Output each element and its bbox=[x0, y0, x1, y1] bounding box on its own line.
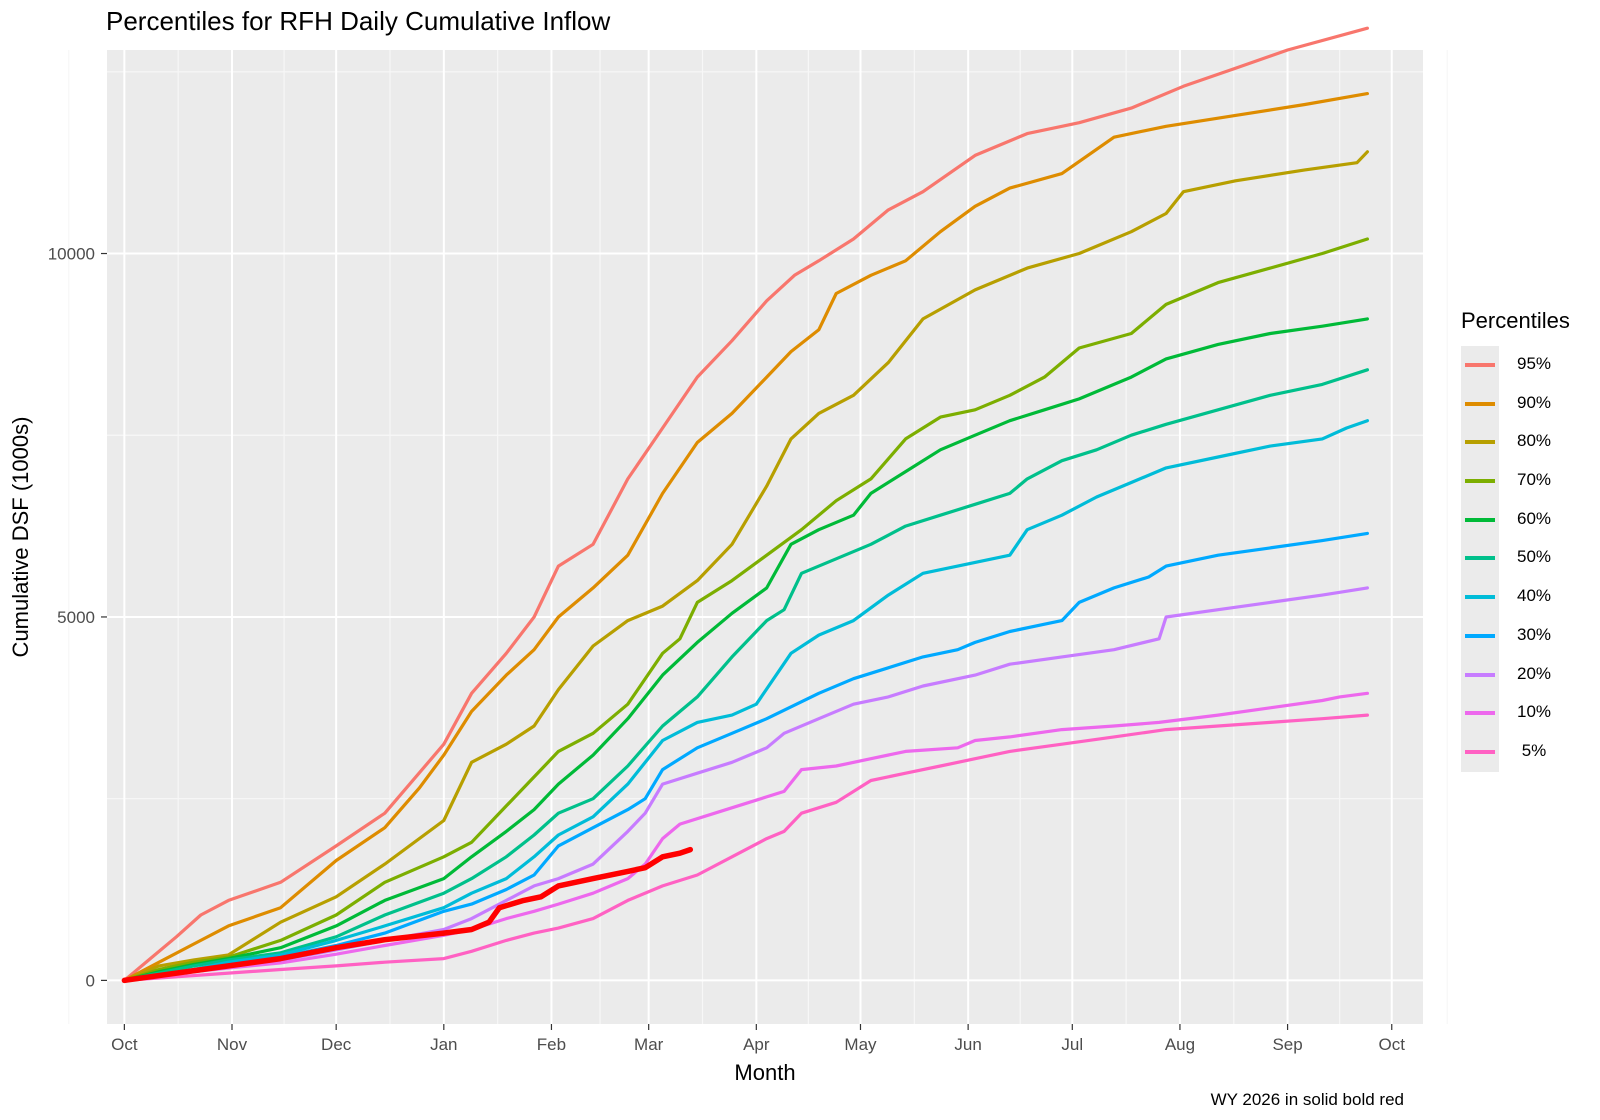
legend-label: 80% bbox=[1517, 431, 1552, 451]
x-tick-label: Jul bbox=[1061, 1035, 1083, 1054]
legend-label: 70% bbox=[1517, 470, 1552, 490]
x-axis: Oct Nov Dec Jan Feb Mar Apr May Jun Jul Aug Sep Oct bbox=[111, 1024, 1405, 1054]
legend-key-swatch bbox=[1465, 479, 1495, 484]
legend-item: 70% bbox=[1461, 462, 1551, 501]
series-line-70pct bbox=[122, 237, 1369, 982]
legend: Percentiles 95% 90% 80% 70% 60% 50% 40% 30% 20% 1… bbox=[1461, 308, 1570, 772]
legend-label: 5% bbox=[1517, 740, 1547, 760]
x-tick-label: Feb bbox=[537, 1035, 566, 1054]
legend-key-swatch bbox=[1465, 749, 1495, 754]
legend-item: 20% bbox=[1461, 656, 1551, 695]
series-line-95pct bbox=[122, 26, 1369, 982]
legend-key-swatch bbox=[1465, 363, 1495, 367]
legend-key-swatch bbox=[1465, 401, 1495, 406]
series-line-50pct bbox=[122, 368, 1369, 982]
x-tick-label: Dec bbox=[321, 1035, 352, 1054]
legend-item: 80% bbox=[1461, 423, 1551, 462]
y-axis: 0 5000 10000 bbox=[48, 245, 107, 990]
y-tick-label: 0 bbox=[86, 971, 95, 990]
legend-item: 95% bbox=[1461, 346, 1551, 385]
series-line-30pct bbox=[122, 531, 1369, 982]
y-tick-label: 10000 bbox=[48, 245, 95, 264]
legend-key-swatch bbox=[1465, 672, 1495, 677]
legend-key-swatch bbox=[1465, 595, 1495, 600]
y-axis-label: Cumulative DSF (1000s) bbox=[8, 417, 33, 658]
legend-item: 5% bbox=[1461, 733, 1546, 772]
legend-label: 50% bbox=[1517, 547, 1552, 567]
series-lines bbox=[121, 26, 1369, 984]
legend-key-swatch bbox=[1465, 440, 1495, 445]
x-axis-label: Month bbox=[734, 1060, 795, 1085]
x-tick-label: Sep bbox=[1272, 1035, 1302, 1054]
legend-item: 60% bbox=[1461, 501, 1551, 540]
series-line-80pct bbox=[122, 150, 1369, 982]
plot-panel bbox=[107, 50, 1423, 1024]
legend-key-swatch bbox=[1465, 517, 1495, 522]
x-tick-label: Jun bbox=[954, 1035, 981, 1054]
chart-title: Percentiles for RFH Daily Cumulative Inf… bbox=[106, 6, 611, 36]
x-tick-label: Aug bbox=[1165, 1035, 1195, 1054]
legend-label: 60% bbox=[1517, 508, 1552, 528]
legend-keys: 95% 90% 80% 70% 60% 50% 40% 30% 20% 10% 5% bbox=[1461, 346, 1551, 772]
x-tick-label: May bbox=[844, 1035, 877, 1054]
legend-label: 30% bbox=[1517, 624, 1552, 644]
chart-caption: WY 2026 in solid bold red bbox=[1210, 1090, 1404, 1109]
series-line-40pct bbox=[122, 419, 1369, 982]
legend-item: 90% bbox=[1461, 385, 1551, 424]
y-tick-label: 5000 bbox=[57, 608, 95, 627]
legend-key-swatch bbox=[1465, 556, 1495, 561]
x-tick-label: Mar bbox=[634, 1035, 664, 1054]
x-tick-label: Nov bbox=[217, 1035, 248, 1054]
legend-item: 40% bbox=[1461, 578, 1551, 617]
legend-label: 95% bbox=[1517, 354, 1552, 373]
legend-label: 20% bbox=[1517, 663, 1552, 683]
legend-label: 40% bbox=[1517, 586, 1552, 606]
legend-key-swatch bbox=[1465, 711, 1495, 716]
series-line-60pct bbox=[122, 317, 1369, 982]
legend-item: 50% bbox=[1461, 539, 1551, 578]
x-tick-label: Oct bbox=[111, 1035, 138, 1054]
legend-item: 30% bbox=[1461, 617, 1551, 656]
series-line-5pct bbox=[122, 713, 1369, 982]
series-line-90pct bbox=[122, 92, 1369, 982]
legend-label: 10% bbox=[1517, 702, 1552, 722]
series-line-10pct bbox=[122, 691, 1369, 982]
legend-label: 90% bbox=[1517, 392, 1552, 412]
x-tick-label: Oct bbox=[1379, 1035, 1406, 1054]
series-line-wy-2026 bbox=[121, 846, 694, 984]
x-tick-label: Jan bbox=[430, 1035, 457, 1054]
x-tick-label: Apr bbox=[743, 1035, 770, 1054]
legend-item: 10% bbox=[1461, 694, 1551, 733]
legend-title: Percentiles bbox=[1461, 308, 1570, 333]
legend-key-swatch bbox=[1465, 633, 1495, 638]
